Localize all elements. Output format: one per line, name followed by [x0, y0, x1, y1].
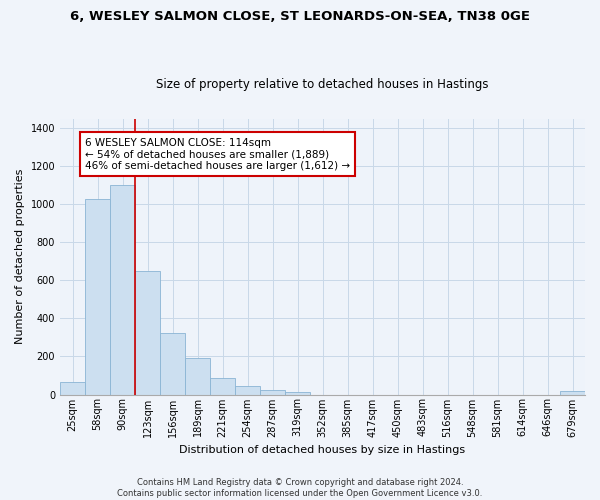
Bar: [135, 271, 160, 394]
Y-axis label: Number of detached properties: Number of detached properties: [15, 169, 25, 344]
Title: Size of property relative to detached houses in Hastings: Size of property relative to detached ho…: [156, 78, 489, 91]
Bar: [235, 386, 260, 394]
Bar: [110, 185, 135, 394]
Bar: [260, 390, 285, 394]
Text: 6 WESLEY SALMON CLOSE: 114sqm
← 54% of detached houses are smaller (1,889)
46% o: 6 WESLEY SALMON CLOSE: 114sqm ← 54% of d…: [85, 138, 350, 171]
Text: Contains HM Land Registry data © Crown copyright and database right 2024.
Contai: Contains HM Land Registry data © Crown c…: [118, 478, 482, 498]
Text: 6, WESLEY SALMON CLOSE, ST LEONARDS-ON-SEA, TN38 0GE: 6, WESLEY SALMON CLOSE, ST LEONARDS-ON-S…: [70, 10, 530, 23]
Bar: [210, 378, 235, 394]
Bar: [285, 392, 310, 394]
Bar: [560, 390, 585, 394]
Bar: [160, 332, 185, 394]
Bar: [60, 382, 85, 394]
X-axis label: Distribution of detached houses by size in Hastings: Distribution of detached houses by size …: [179, 445, 466, 455]
Bar: [85, 200, 110, 394]
Bar: [185, 358, 210, 394]
